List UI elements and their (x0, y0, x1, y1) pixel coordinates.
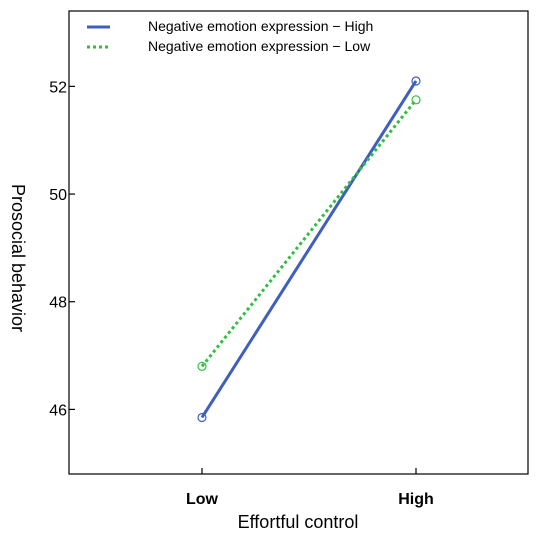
legend-label-0: Negative emotion expression − High (148, 18, 373, 34)
legend: Negative emotion expression − High Negati… (87, 18, 373, 54)
y-tick-label: 48 (49, 295, 67, 312)
x-axis-ticks: Low High (186, 468, 434, 508)
series-point-1 (411, 95, 421, 105)
y-axis-ticks: 46 48 50 52 (49, 79, 75, 419)
legend-label-1: Negative emotion expression − Low (148, 38, 371, 54)
series-point-0 (411, 76, 421, 86)
series-line-1 (200, 98, 418, 368)
series-point-0 (197, 412, 207, 423)
series-line-0 (200, 80, 418, 419)
x-tick-label: Low (186, 491, 219, 508)
plot-area (68, 10, 529, 475)
y-tick-label: 52 (49, 79, 67, 96)
y-tick-label: 46 (49, 402, 67, 419)
y-tick-label: 50 (49, 187, 67, 204)
x-tick-label: High (398, 491, 434, 508)
series-point-1 (197, 361, 207, 371)
x-axis-label: Effortful control (238, 512, 359, 532)
y-axis-label: Prosocial behavior (8, 184, 28, 332)
series-layer (197, 76, 421, 423)
